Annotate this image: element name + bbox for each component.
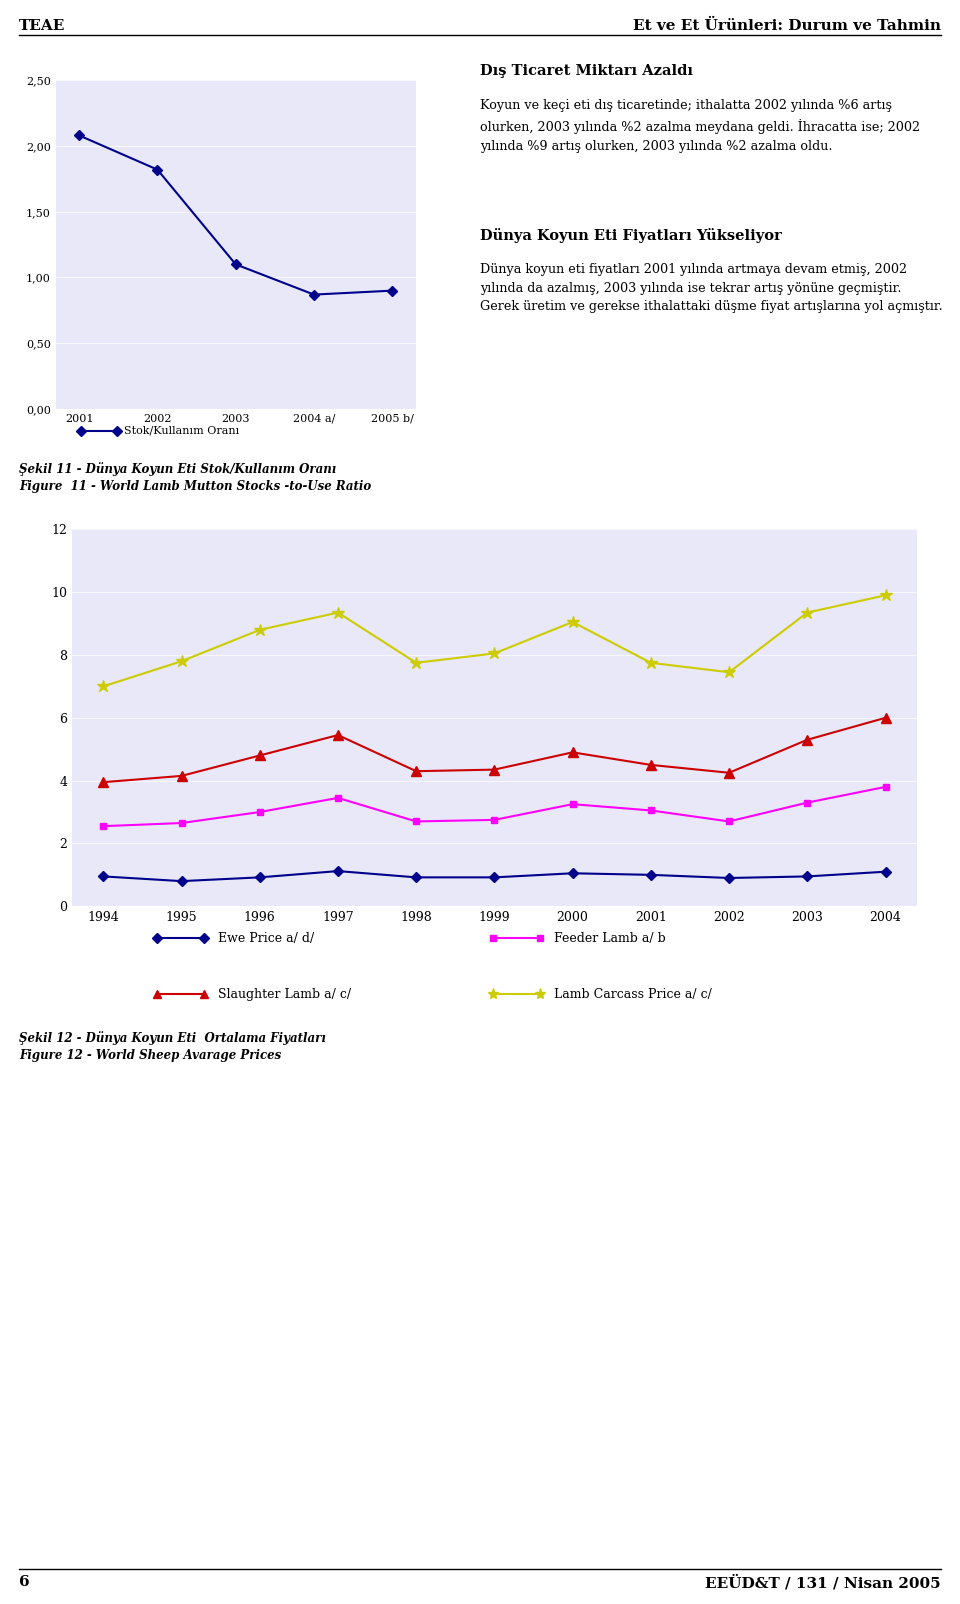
Text: TEAE: TEAE [19,19,65,34]
Text: Stok/Kullanım Oranı: Stok/Kullanım Oranı [124,425,239,436]
Text: 6: 6 [19,1575,30,1590]
Text: Şekil 11 - Dünya Koyun Eti Stok/Kullanım Oranı: Şekil 11 - Dünya Koyun Eti Stok/Kullanım… [19,462,336,476]
Text: Şekil 12 - Dünya Koyun Eti  Ortalama Fiyatları: Şekil 12 - Dünya Koyun Eti Ortalama Fiya… [19,1031,326,1046]
Text: Figure  11 - World Lamb Mutton Stocks -to-Use Ratio: Figure 11 - World Lamb Mutton Stocks -to… [19,480,372,492]
Text: Et ve Et Ürünleri: Durum ve Tahmin: Et ve Et Ürünleri: Durum ve Tahmin [633,19,941,34]
Text: Figure 12 - World Sheep Avarage Prices: Figure 12 - World Sheep Avarage Prices [19,1049,281,1062]
Text: Slaughter Lamb a/ c/: Slaughter Lamb a/ c/ [218,988,351,1001]
Text: Lamb Carcass Price a/ c/: Lamb Carcass Price a/ c/ [554,988,711,1001]
Text: Dünya Koyun Eti Fiyatları Yükseliyor: Dünya Koyun Eti Fiyatları Yükseliyor [480,228,781,242]
Text: EEÜD&T / 131 / Nisan 2005: EEÜD&T / 131 / Nisan 2005 [706,1575,941,1591]
Text: Dünya koyun eti fiyatları 2001 yılında artmaya devam etmiş, 2002
yılında da azal: Dünya koyun eti fiyatları 2001 yılında a… [480,263,943,313]
Text: Feeder Lamb a/ b: Feeder Lamb a/ b [554,932,665,945]
Text: Koyun ve keçi eti dış ticaretinde; ithalatta 2002 yılında %6 artış
olurken, 2003: Koyun ve keçi eti dış ticaretinde; ithal… [480,99,920,152]
Text: Dış Ticaret Miktarı Azaldı: Dış Ticaret Miktarı Azaldı [480,64,693,79]
Text: Ewe Price a/ d/: Ewe Price a/ d/ [218,932,314,945]
